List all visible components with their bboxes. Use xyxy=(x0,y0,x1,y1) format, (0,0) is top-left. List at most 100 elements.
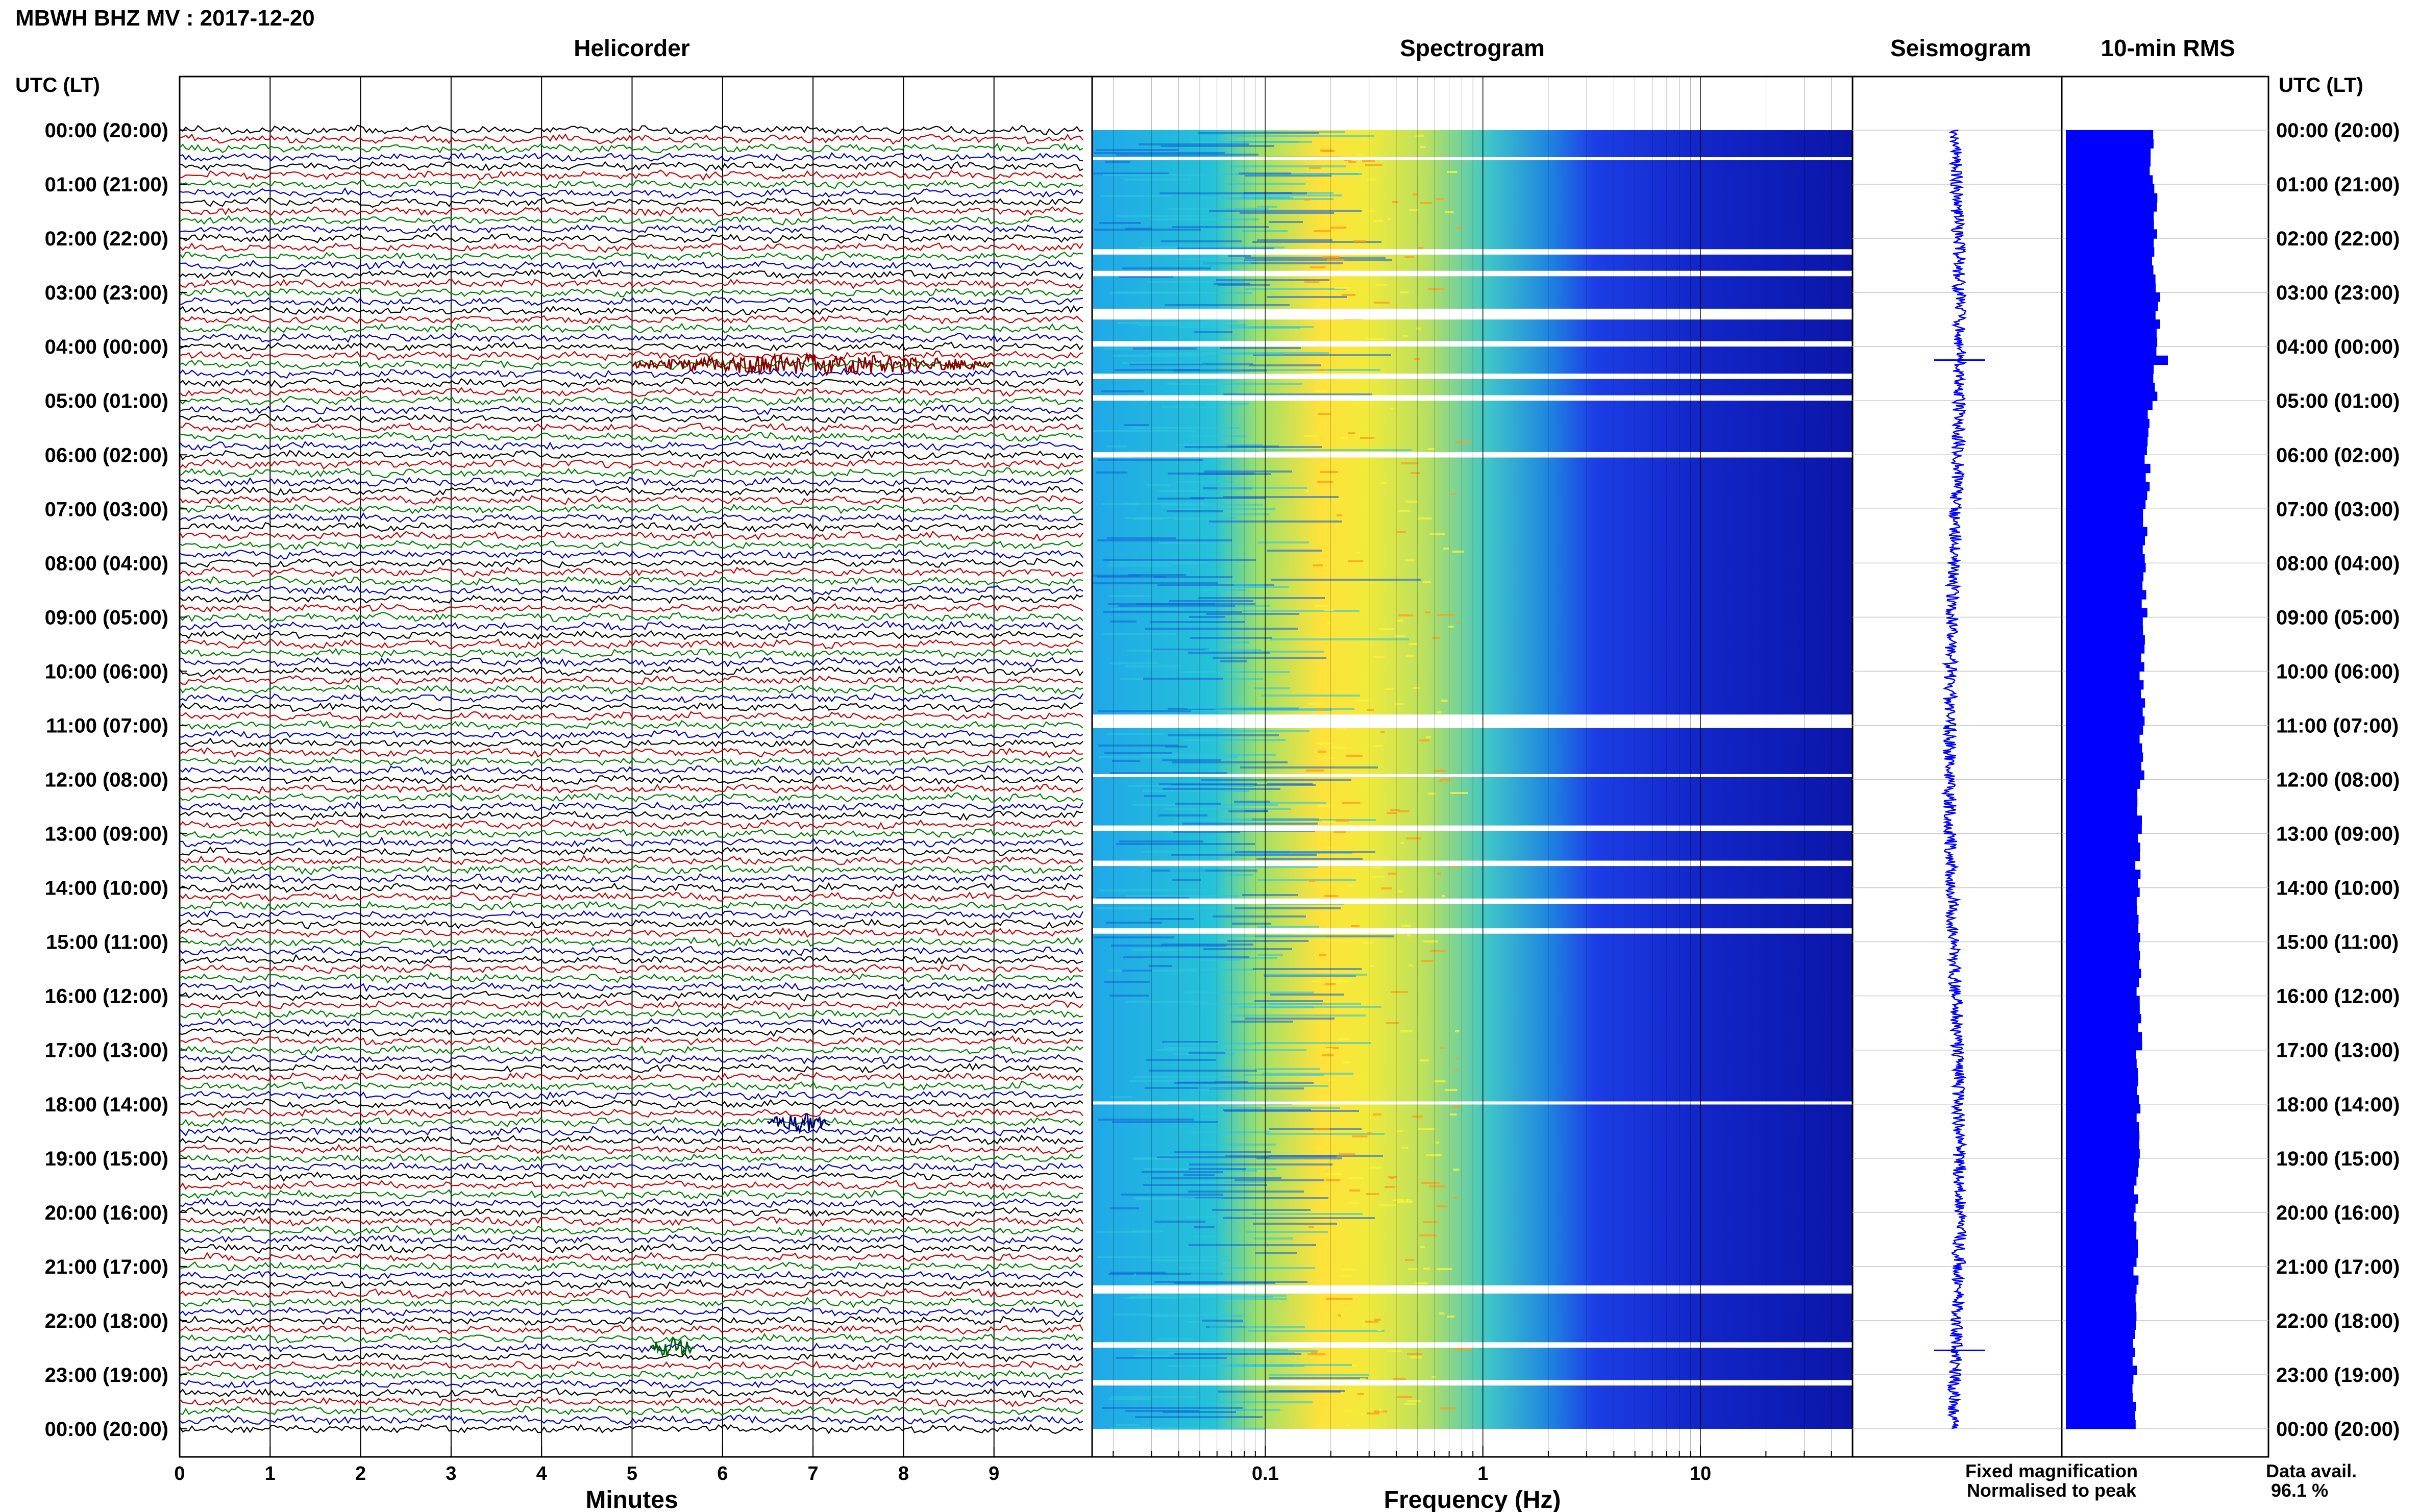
spectrogram-texture xyxy=(1348,885,1353,887)
spectrogram-texture xyxy=(1193,1235,1220,1237)
spectrogram-texture xyxy=(1348,161,1356,163)
spectrogram-texture xyxy=(1401,462,1419,464)
spectrogram-texture xyxy=(1172,879,1201,881)
helicorder-trace xyxy=(179,351,1083,362)
helicorder-trace xyxy=(179,224,1083,234)
spectrogram-texture xyxy=(1373,656,1385,658)
spectrogram-texture xyxy=(1127,650,1220,652)
helicorder-tick-label: 8 xyxy=(898,1463,909,1484)
spectrogram-texture xyxy=(1125,665,1183,667)
spectrogram-texture xyxy=(1326,1047,1339,1049)
spectrogram-texture xyxy=(1191,1273,1231,1275)
spectrogram-texture xyxy=(1154,576,1232,578)
rms-bar xyxy=(2066,653,2141,663)
spectrogram-texture xyxy=(1112,1121,1218,1123)
spectrogram-texture xyxy=(1122,362,1202,364)
spectrogram-texture xyxy=(1409,964,1413,966)
spectrogram-texture xyxy=(1440,1205,1447,1207)
helicorder-trace xyxy=(179,1288,1083,1299)
spectrogram-texture xyxy=(1177,247,1274,250)
rms-bar xyxy=(2066,130,2154,140)
spectrogram-texture xyxy=(1270,638,1409,640)
spectrogram-texture xyxy=(1428,792,1436,795)
spectrogram-texture xyxy=(1224,327,1300,329)
spectrogram-texture xyxy=(1142,1171,1223,1173)
helicorder-trace xyxy=(179,476,1083,488)
helicorder-trace xyxy=(179,1035,1083,1047)
rms-bar xyxy=(2066,924,2138,933)
helicorder-trace xyxy=(179,657,1083,668)
spectrogram-texture xyxy=(1356,154,1364,156)
rms-bar xyxy=(2066,202,2157,212)
rms-bar xyxy=(2066,518,2143,528)
rms-bar xyxy=(2066,599,2142,609)
rms-bar xyxy=(2066,220,2154,230)
spectrogram-texture xyxy=(1137,1349,1288,1351)
spectrogram-texture xyxy=(1110,1207,1139,1209)
helicorder-trace xyxy=(179,792,1083,803)
spectrogram-texture xyxy=(1253,354,1391,356)
time-label-right: 16:00 (12:00) xyxy=(2276,985,2400,1008)
spectrogram-texture xyxy=(1346,1424,1350,1426)
time-label-left: 08:00 (04:00) xyxy=(45,552,168,575)
rms-bar xyxy=(2066,355,2168,365)
spectrogram-texture xyxy=(1309,880,1315,882)
spectrogram-texture xyxy=(1157,498,1204,500)
helicorder-trace xyxy=(179,720,1083,731)
spectrogram-texture xyxy=(1136,603,1215,605)
time-label-right: 06:00 (02:00) xyxy=(2276,444,2400,466)
helicorder-trace xyxy=(179,180,1083,190)
spectrogram-texture xyxy=(1408,1400,1421,1402)
spectrogram-texture xyxy=(1235,851,1375,853)
helicorder-trace xyxy=(179,314,1083,325)
helicorder-tick-label: 4 xyxy=(536,1463,547,1484)
helicorder-trace xyxy=(179,846,1083,856)
rms-bar xyxy=(2066,337,2158,347)
spectrogram-texture xyxy=(1161,240,1242,242)
helicorder-trace xyxy=(179,1072,1083,1082)
spectrogram-texture xyxy=(1394,703,1404,705)
rms-bar xyxy=(2066,1266,2134,1276)
spectrogram-texture xyxy=(1102,633,1176,635)
rms-bar xyxy=(2066,301,2158,311)
spectrogram-texture xyxy=(1267,550,1322,552)
spectrogram-texture xyxy=(1324,609,1334,611)
rms-bar xyxy=(2066,1356,2133,1366)
helicorder-trace xyxy=(179,233,1083,244)
spectrogram-texture xyxy=(1121,1194,1223,1196)
helicorder-panel xyxy=(179,76,1093,1458)
rms-bar xyxy=(2066,364,2154,374)
spectrogram-texture xyxy=(1159,783,1257,785)
spectrogram-texture xyxy=(1097,539,1232,541)
helicorder-trace xyxy=(179,485,1083,497)
spectrogram-texture xyxy=(1189,730,1310,732)
spectrogram-texture xyxy=(1367,709,1374,711)
spectrogram-texture xyxy=(1138,324,1246,326)
spectrogram-texture xyxy=(1229,165,1346,167)
spectrogram-texture xyxy=(1420,1059,1429,1061)
spectrogram-texture xyxy=(1257,541,1309,543)
spectrogram-texture xyxy=(1187,1321,1243,1323)
spectrogram-texture xyxy=(1352,1135,1368,1137)
spectrogram-texture xyxy=(1135,1416,1263,1418)
spectrogram-texture xyxy=(1188,652,1270,654)
spectrogram-texture xyxy=(1202,1320,1243,1322)
spectrogram-gap xyxy=(1092,1342,1853,1348)
helicorder-trace xyxy=(179,1090,1083,1101)
helicorder-trace xyxy=(179,909,1083,921)
rms-bar xyxy=(2066,743,2142,753)
spectrogram-texture xyxy=(1235,802,1326,804)
spectrogram-texture xyxy=(1437,873,1441,875)
spectrogram-texture xyxy=(1360,1378,1366,1380)
spectrogram-texture xyxy=(1398,890,1402,893)
spectrogram-texture xyxy=(1407,934,1411,936)
spectrogram-texture xyxy=(1143,678,1223,680)
rms-bar xyxy=(2066,374,2154,383)
spectrogram-texture xyxy=(1377,1329,1382,1331)
spectrogram-texture xyxy=(1373,866,1383,869)
spectrogram-texture xyxy=(1162,1041,1218,1043)
rms-bar xyxy=(2066,860,2136,870)
spectrogram-texture xyxy=(1194,1226,1215,1228)
spectrogram-texture xyxy=(1409,643,1418,645)
spectrogram-texture xyxy=(1096,1231,1145,1233)
